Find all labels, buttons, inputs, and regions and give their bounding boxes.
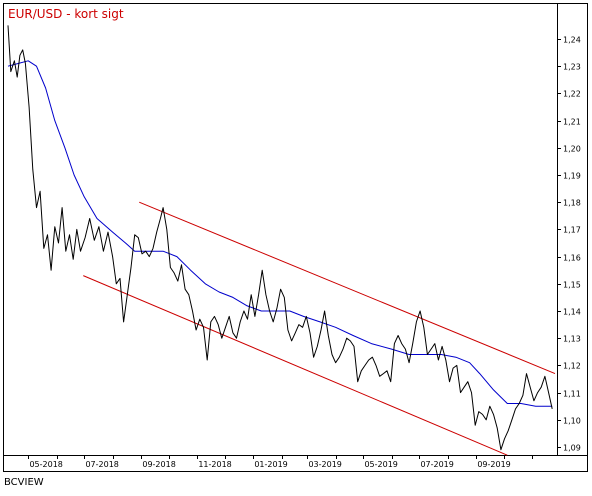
x-tick-label: 09-2018 (142, 460, 175, 469)
y-tick-label: 1,13 (563, 335, 581, 344)
y-tick-label: 1,15 (563, 281, 581, 290)
x-axis-ticks: 05-2018 07-2018 09-2018 11-2018 01-2019 03-20… (28, 455, 533, 469)
y-tick-label: 1,16 (563, 254, 581, 263)
y-tick-label: 1,09 (563, 444, 581, 453)
x-tick-label: 07-2019 (420, 460, 453, 469)
plot-frame (3, 3, 588, 472)
price-layer (7, 25, 553, 451)
y-axis-ticks: 1,09 1,10 1,11 1,12 1,13 1,14 1,15 1,16 1,17 1,18… (557, 36, 581, 453)
price-series-line (7, 25, 553, 451)
brand-label: BCVIEW (4, 477, 44, 488)
y-tick-label: 1,18 (563, 199, 581, 208)
y-tick-label: 1,23 (563, 63, 581, 72)
channel-lower-line (83, 275, 508, 456)
y-tick-label: 1,21 (563, 118, 581, 127)
x-tick-label: 05-2018 (29, 460, 62, 469)
chart-title: EUR/USD - kort sigt (8, 7, 124, 21)
y-tick-label: 1,24 (563, 36, 581, 45)
channel-lines (83, 201, 556, 456)
y-tick-label: 1,11 (563, 390, 581, 399)
moving-average-series-line (7, 60, 553, 407)
y-tick-label: 1,22 (563, 90, 581, 99)
x-tick-label: 03-2019 (308, 460, 341, 469)
y-tick-label: 1,17 (563, 226, 581, 235)
y-tick-label: 1,10 (563, 417, 581, 426)
x-tick-label: 07-2018 (85, 460, 118, 469)
x-tick-label: 01-2019 (254, 460, 287, 469)
y-tick-label: 1,12 (563, 362, 581, 371)
x-tick-label: 11-2018 (198, 460, 231, 469)
x-tick-label: 05-2019 (364, 460, 397, 469)
moving-average-layer (7, 60, 553, 407)
channel-upper-line (139, 201, 556, 375)
y-tick-label: 1,19 (563, 172, 581, 181)
y-tick-label: 1,14 (563, 308, 581, 317)
y-tick-label: 1,20 (563, 145, 581, 154)
x-tick-label: 09-2019 (477, 460, 510, 469)
